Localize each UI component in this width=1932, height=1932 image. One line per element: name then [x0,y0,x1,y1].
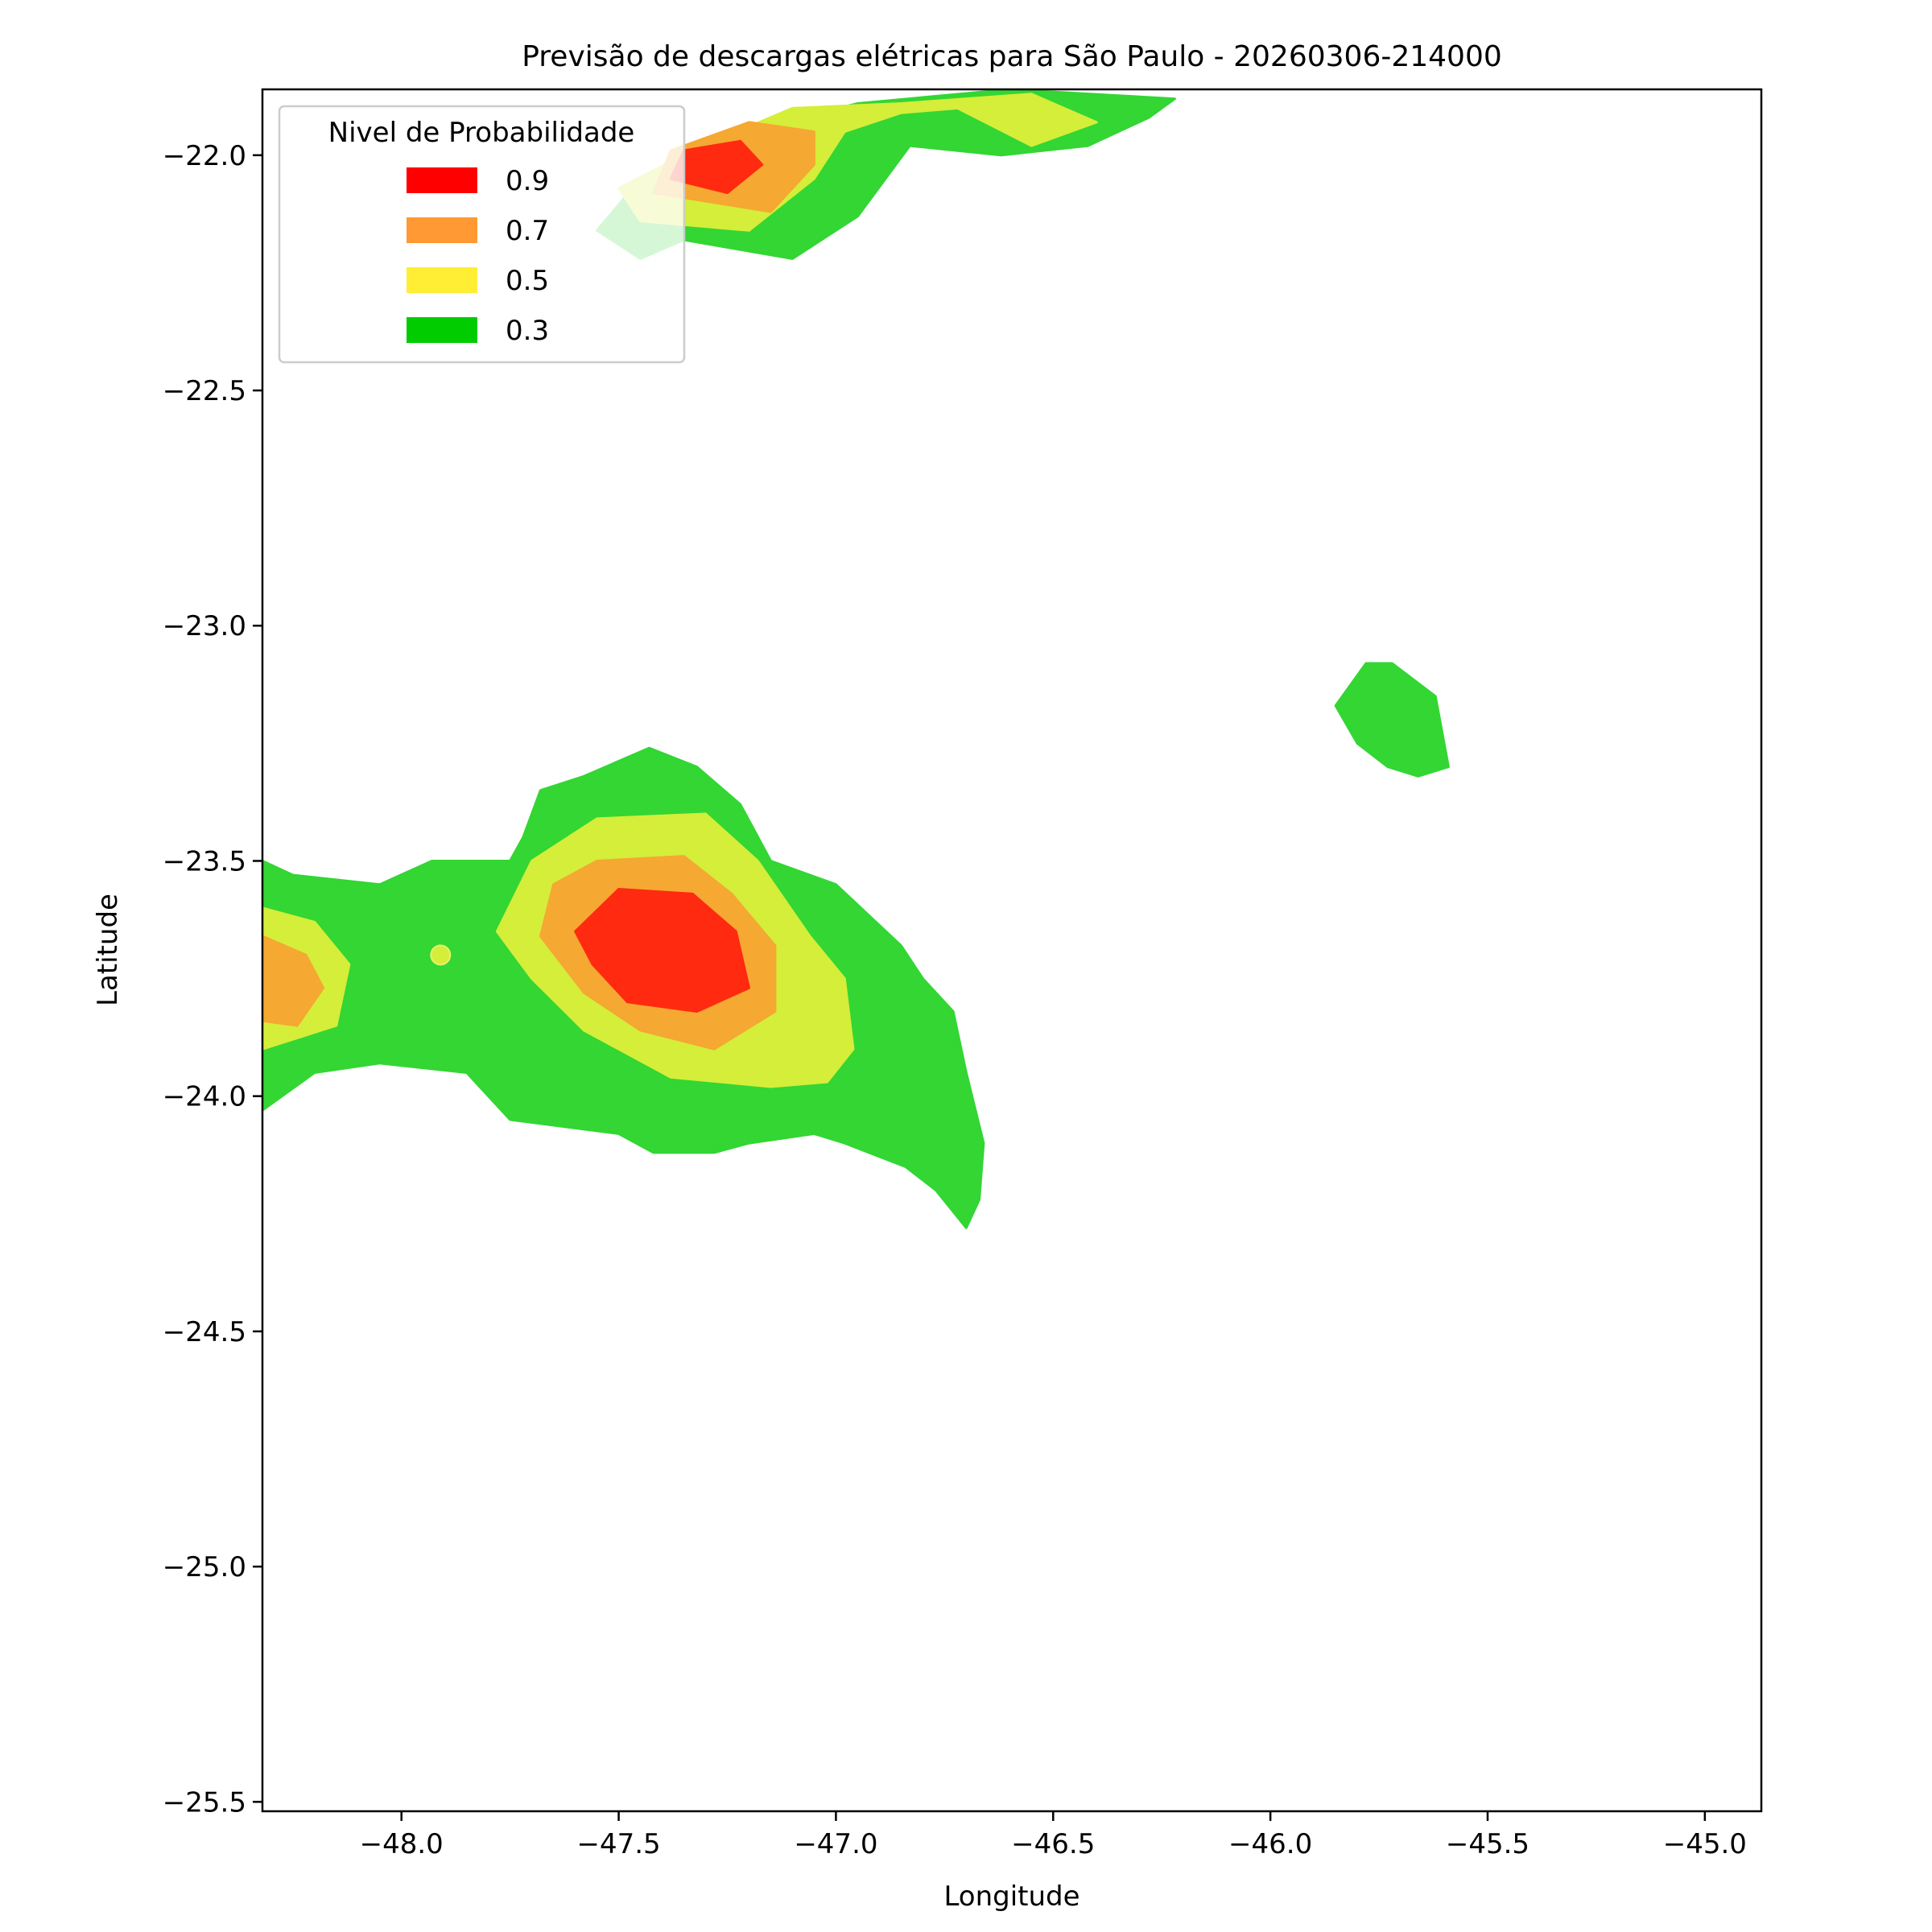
legend-swatch [407,317,477,343]
x-tick-label: −48.0 [360,1828,444,1860]
legend-label: 0.9 [506,165,549,197]
y-axis-label: Latitude [92,894,124,1006]
contour-region-09-1 [574,888,750,1013]
legend-swatch [407,217,477,243]
y-axis: −22.0 −22.5 −23.0 −23.5 −24.0 −24.5 −25.0 −25.5 [163,140,262,1818]
contour-region-07-1 [262,935,325,1027]
legend-title: Nivel de Probabilidade [328,117,635,149]
legend-swatch [407,167,477,193]
x-tick-label: −46.0 [1228,1828,1312,1860]
plot-frame [261,88,1763,1813]
legend-swatch [407,267,477,293]
contour-spot-1 [430,944,452,966]
contour-layer [262,89,1450,1229]
chart-title: Previsão de descargas elétricas para São… [522,40,1502,73]
x-axis: −48.0 −47.5 −47.0 −46.5 −46.0 −45.5 −45.0 [360,1811,1747,1860]
x-tick-label: −47.0 [794,1828,877,1860]
y-tick-label: −25.5 [163,1786,246,1818]
legend-label: 0.3 [506,315,549,347]
y-tick-label: −22.5 [163,375,246,407]
y-tick-label: −24.0 [163,1081,246,1113]
x-tick-label: −47.5 [576,1828,660,1860]
legend-label: 0.5 [506,265,549,297]
y-tick-label: −22.0 [163,140,246,172]
y-tick-label: −23.5 [163,845,246,877]
x-tick-label: −45.5 [1446,1828,1530,1860]
legend-label: 0.7 [506,215,549,247]
legend: Nivel de Probabilidade 0.9 0.7 0.5 0.3 [278,105,686,364]
legend-box [278,105,686,364]
x-axis-label: Longitude [943,1880,1080,1913]
y-tick-label: −23.0 [163,610,246,642]
y-tick-label: −25.0 [163,1551,246,1583]
y-tick-label: −24.5 [163,1316,246,1348]
contour-region-03-3 [1334,662,1450,778]
x-tick-label: −45.0 [1663,1828,1747,1860]
legend-entries: 0.9 0.7 0.5 0.3 [407,165,549,347]
x-tick-label: −46.5 [1011,1828,1095,1860]
